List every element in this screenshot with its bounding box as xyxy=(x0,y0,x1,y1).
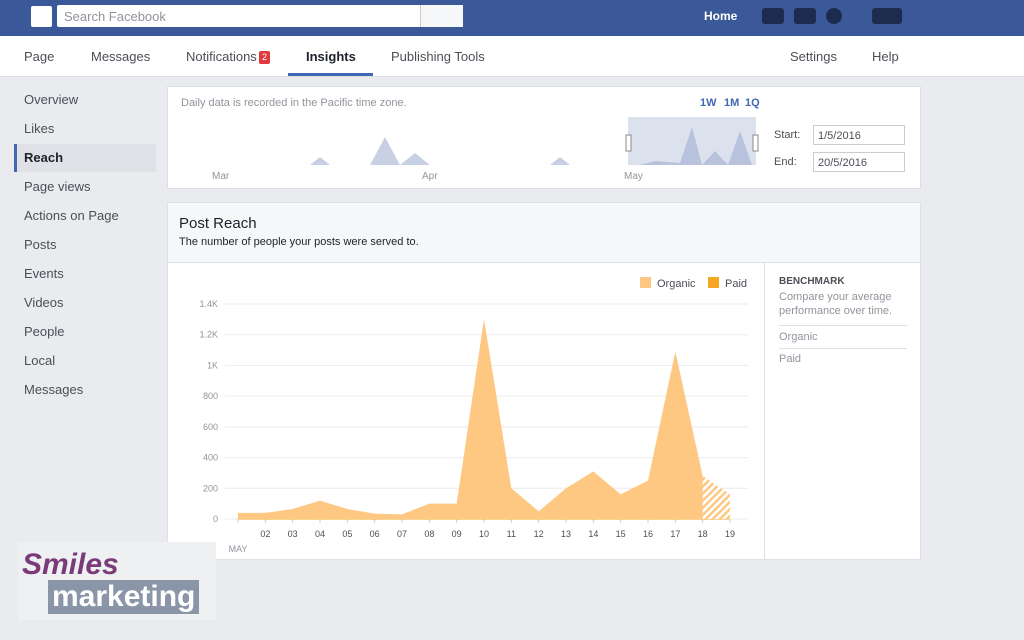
tab-bar: Page Messages Notifications Insights Publish… xyxy=(0,36,1024,77)
panel-title: Post Reach xyxy=(179,215,257,232)
sidebar-item[interactable]: Messages xyxy=(24,382,84,397)
y-tick-label: 0 xyxy=(213,514,218,524)
timezone-note: Daily data is recorded in the Pacific ti… xyxy=(181,97,407,109)
x-tick-label: 09 xyxy=(452,529,462,539)
x-tick-label: 14 xyxy=(588,529,598,539)
legend-swatch xyxy=(640,277,651,288)
top-bar: Search Facebook Home xyxy=(0,0,1024,36)
end-date[interactable]: 20/5/2016 xyxy=(813,152,905,172)
x-tick-label: 19 xyxy=(725,529,735,539)
sidebar-item[interactable]: Page views xyxy=(24,179,91,194)
range-handle[interactable] xyxy=(752,134,759,152)
start-date[interactable]: 1/5/2016 xyxy=(813,125,905,145)
y-tick-label: 1K xyxy=(207,360,218,370)
active-tab-underline xyxy=(288,73,373,76)
x-tick-label: 06 xyxy=(370,529,380,539)
y-tick-label: 200 xyxy=(203,483,218,493)
panel-header xyxy=(168,203,920,263)
month-label: May xyxy=(624,171,643,182)
partial-day-hatch xyxy=(702,476,730,519)
x-tick-label: 05 xyxy=(342,529,352,539)
watermark-text: marketing xyxy=(48,580,200,614)
month-label: Apr xyxy=(422,171,438,182)
home-link[interactable]: Home xyxy=(704,9,738,23)
sidebar-item[interactable]: Overview xyxy=(24,92,79,107)
sidebar-item[interactable]: Actions on Page xyxy=(24,208,119,223)
tab[interactable]: Messages xyxy=(91,49,151,64)
watermark: Smiles marketing xyxy=(18,542,216,620)
account-menu[interactable] xyxy=(872,8,902,24)
sidebar-item[interactable]: People xyxy=(24,324,65,339)
zoom-button[interactable]: 1W xyxy=(700,97,717,109)
range-panel: Daily data is recorded in the Pacific ti… xyxy=(167,86,921,189)
tab[interactable]: Insights xyxy=(306,49,356,64)
y-tick-label: 1.2K xyxy=(199,330,218,340)
divider xyxy=(779,325,907,326)
search-box[interactable]: Search Facebook xyxy=(57,5,463,27)
benchmark-title: BENCHMARK xyxy=(779,276,845,287)
legend-label: Paid xyxy=(725,278,747,290)
post-reach-panel: Post Reach The number of people your pos… xyxy=(167,202,921,560)
messages-icon[interactable] xyxy=(794,8,816,24)
legend-swatch xyxy=(708,277,719,288)
sidebar-item[interactable]: Posts xyxy=(24,237,57,252)
reach-chart: 0 200 400 600 800 1K 1.2K 1.4K 02 03 04 05 06 07 08 09 1… xyxy=(199,277,748,554)
sidebar-item[interactable]: Events xyxy=(24,266,64,281)
y-tick-label: 400 xyxy=(203,453,218,463)
watermark-text: Smiles xyxy=(22,548,119,581)
end-value: 20/5/2016 xyxy=(818,157,867,169)
x-tick-label: 17 xyxy=(670,529,680,539)
zoom-button[interactable]: 1M xyxy=(724,97,740,109)
notification-badge: 2 xyxy=(259,51,271,64)
sidebar-item[interactable]: Videos xyxy=(24,295,64,310)
month-label: Mar xyxy=(212,171,230,182)
x-tick-label: 03 xyxy=(288,529,298,539)
benchmark-item: Organic xyxy=(779,331,818,343)
x-tick-label: 08 xyxy=(424,529,434,539)
overview-area xyxy=(180,127,752,165)
selection xyxy=(628,117,756,165)
x-tick-label: 10 xyxy=(479,529,489,539)
x-tick-label: 07 xyxy=(397,529,407,539)
tab[interactable]: Settings xyxy=(790,49,837,64)
x-tick-label: 02 xyxy=(260,529,270,539)
month-label: MAY xyxy=(229,544,248,554)
x-tick-label: 11 xyxy=(507,529,516,539)
tab[interactable]: Notifications xyxy=(186,49,257,64)
overview-chart xyxy=(180,117,759,165)
search-placeholder: Search Facebook xyxy=(64,9,166,24)
start-label: Start: xyxy=(774,129,801,141)
search-button[interactable] xyxy=(420,5,463,27)
x-tick-label: 13 xyxy=(561,529,571,539)
x-tick-label: 04 xyxy=(315,529,325,539)
benchmark-item: Paid xyxy=(779,353,802,365)
legend-label: Organic xyxy=(657,278,696,290)
benchmark-text: Compare your average performance over ti… xyxy=(779,291,893,317)
tab[interactable]: Help xyxy=(872,49,899,64)
zoom-button[interactable]: 1Q xyxy=(745,97,760,109)
x-tick-label: 12 xyxy=(534,529,544,539)
area xyxy=(238,319,730,519)
notifications-icon[interactable] xyxy=(826,8,842,24)
y-tick-label: 800 xyxy=(203,391,218,401)
divider xyxy=(779,348,907,349)
start-value: 1/5/2016 xyxy=(818,130,861,142)
y-tick-label: 600 xyxy=(203,422,218,432)
tab[interactable]: Publishing Tools xyxy=(391,49,485,64)
sidebar-item[interactable]: Reach xyxy=(14,144,156,172)
range-handle[interactable] xyxy=(625,134,632,152)
tab[interactable]: Page xyxy=(24,49,55,64)
benchmark: BENCHMARK Compare your average performan… xyxy=(764,263,921,559)
panel-subtitle: The number of people your posts were ser… xyxy=(179,236,419,248)
y-tick-label: 1.4K xyxy=(199,299,218,309)
end-label: End: xyxy=(774,156,797,168)
facebook-logo[interactable] xyxy=(31,6,52,27)
x-tick-label: 15 xyxy=(616,529,626,539)
friends-icon[interactable] xyxy=(762,8,784,24)
x-tick-label: 16 xyxy=(643,529,653,539)
sidebar-item[interactable]: Local xyxy=(24,353,56,368)
x-tick-label: 18 xyxy=(698,529,708,539)
sidebar-item[interactable]: Likes xyxy=(24,121,55,136)
